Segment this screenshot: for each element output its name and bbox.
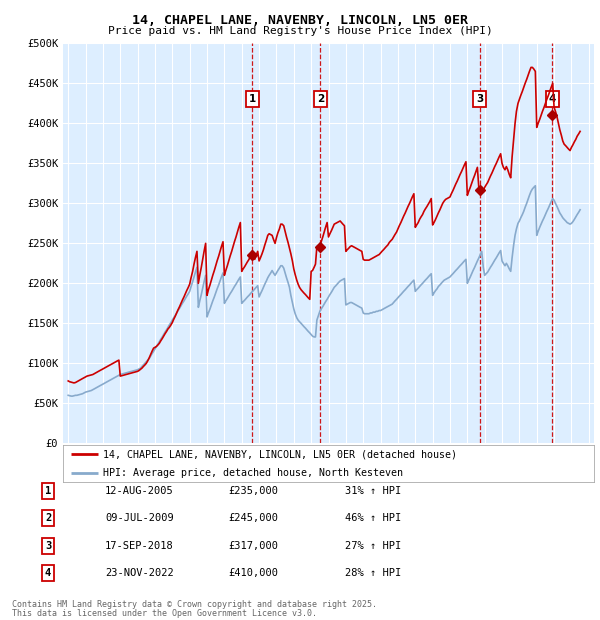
Text: Contains HM Land Registry data © Crown copyright and database right 2025.: Contains HM Land Registry data © Crown c… — [12, 600, 377, 609]
Text: 1: 1 — [45, 486, 51, 496]
Text: 28% ↑ HPI: 28% ↑ HPI — [345, 568, 401, 578]
Text: 3: 3 — [45, 541, 51, 551]
Text: 17-SEP-2018: 17-SEP-2018 — [105, 541, 174, 551]
Text: 46% ↑ HPI: 46% ↑ HPI — [345, 513, 401, 523]
Text: 23-NOV-2022: 23-NOV-2022 — [105, 568, 174, 578]
Text: Price paid vs. HM Land Registry's House Price Index (HPI): Price paid vs. HM Land Registry's House … — [107, 26, 493, 36]
Text: 14, CHAPEL LANE, NAVENBY, LINCOLN, LN5 0ER: 14, CHAPEL LANE, NAVENBY, LINCOLN, LN5 0… — [132, 14, 468, 27]
Text: 4: 4 — [45, 568, 51, 578]
Text: 2: 2 — [317, 94, 324, 104]
Text: 14, CHAPEL LANE, NAVENBY, LINCOLN, LN5 0ER (detached house): 14, CHAPEL LANE, NAVENBY, LINCOLN, LN5 0… — [103, 450, 457, 459]
Text: 4: 4 — [548, 94, 556, 104]
Text: 3: 3 — [476, 94, 483, 104]
Text: £235,000: £235,000 — [228, 486, 278, 496]
Text: 2: 2 — [45, 513, 51, 523]
Text: This data is licensed under the Open Government Licence v3.0.: This data is licensed under the Open Gov… — [12, 608, 317, 618]
Text: £410,000: £410,000 — [228, 568, 278, 578]
Text: £245,000: £245,000 — [228, 513, 278, 523]
Text: 27% ↑ HPI: 27% ↑ HPI — [345, 541, 401, 551]
Text: 12-AUG-2005: 12-AUG-2005 — [105, 486, 174, 496]
Text: 31% ↑ HPI: 31% ↑ HPI — [345, 486, 401, 496]
Text: HPI: Average price, detached house, North Kesteven: HPI: Average price, detached house, Nort… — [103, 468, 403, 478]
Text: 1: 1 — [249, 94, 256, 104]
Text: £317,000: £317,000 — [228, 541, 278, 551]
Text: 09-JUL-2009: 09-JUL-2009 — [105, 513, 174, 523]
